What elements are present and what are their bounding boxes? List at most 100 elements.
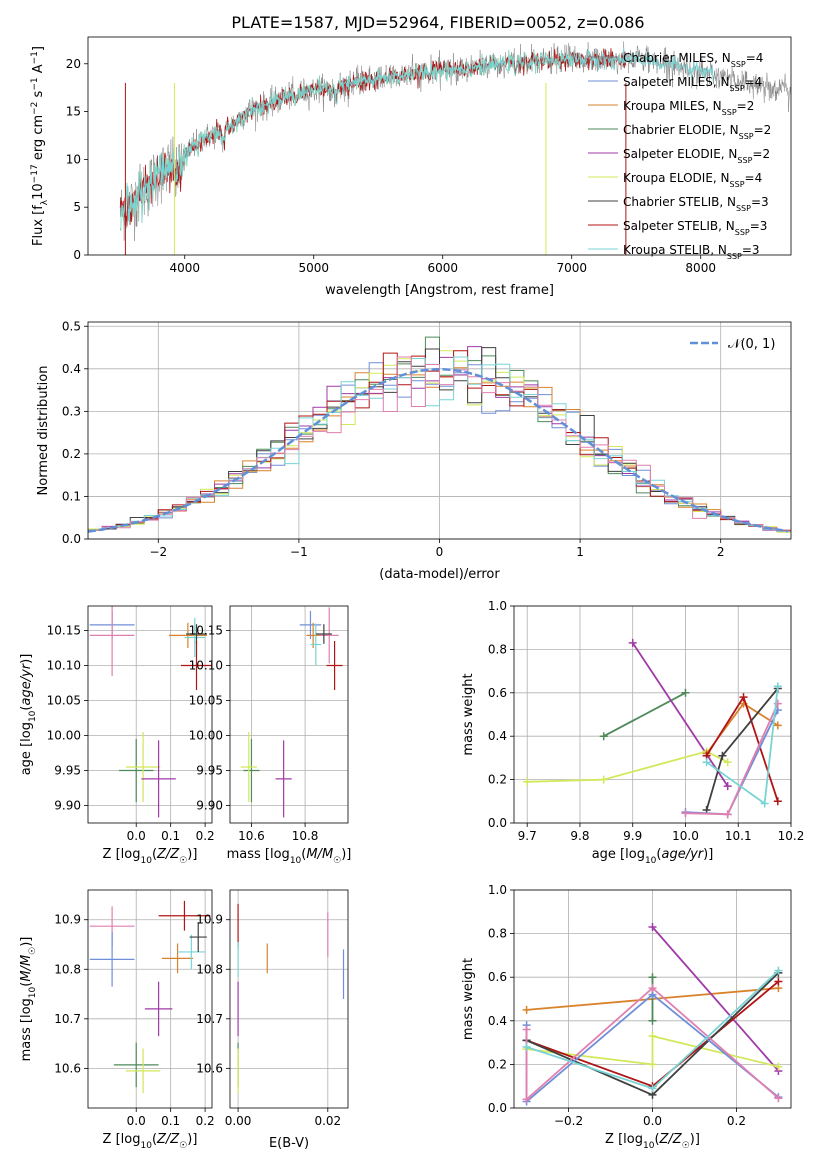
legend-label-sub: SSP [730,180,745,189]
weight-marker-chabrier_elodie [599,732,608,741]
legend-label-main: Kroupa MILES, N [623,99,722,113]
mass_vs_ebv-ytick-label: 10.7 [196,1012,223,1026]
age_vs_mass-xlabel: mass [log10(M/M☉)] [227,847,352,866]
weight_vs_age-ytick-label: 0.0 [488,816,507,830]
weight-marker-pink [522,1025,531,1034]
xlabel-part: ( [152,1132,157,1147]
mass_vs_Z-xtick-label: 0.2 [196,1114,215,1128]
xlabel-part: )] [341,847,351,862]
legend-label-sub: SSP [727,252,742,261]
ylabel-part: −2 [30,102,40,115]
weight-marker-kroupa_stelib [702,758,711,767]
xlabel-part: Z/Z [659,1132,683,1147]
spectrum-xlabel: wavelength [Angstrom, rest frame] [325,283,554,298]
weight-marker-kroupa_elodie [723,758,732,767]
weight_vs_age-ytick-label: 0.6 [488,686,507,700]
mass_vs_ebv-frame [229,889,349,1109]
age_vs_Z-ytick-label: 9.90 [54,799,81,813]
legend-label-sub: SSP [736,204,751,213]
age_vs_Z-frame [87,605,213,824]
weight-marker-pink [723,810,732,819]
mass_vs_Z-ylabel: mass [log10(M/M☉)] [19,937,38,1062]
spectrum-plot-area [119,41,791,255]
weight_vs_age-plot-area [523,638,782,819]
model-spectrum-salpeter_stelib [119,48,627,227]
age_vs_mass-axes: 10.6 10.8 9.90 9.95 10.00 10.05 10.10 10.15 mass… [189,605,352,866]
legend-label-main: Salpeter ELODIE, N [623,147,737,161]
age_vs_mass-plot-area [240,607,343,818]
weight_vs_age-xtick-label: 10.2 [778,829,805,843]
model-spectrum-kroupa_stelib [119,47,627,231]
residuals-xtick-label: −1 [290,545,308,559]
ylabel-part: s [31,90,46,101]
legend-label-main: Kroupa ELODIE, N [623,171,730,185]
ylabel-part: A [31,64,46,77]
weight-marker-kroupa_elodie [648,1060,657,1069]
mass_vs_Z-plot-area [89,900,211,1094]
residuals-xtick-label: 1 [576,545,584,559]
ylabel-part: 10 [28,710,38,722]
weight_vs_age-ylabel: mass weight [461,673,476,755]
legend-label: Salpeter MILES, NSSP=4 [623,75,762,93]
weight-marker-kroupa_stelib [522,1042,531,1051]
xlabel-part: 10 [290,856,302,866]
xlabel-part: mass [log [227,847,290,862]
weight-marker-kroupa_stelib [774,966,783,975]
mass-vs-ebv-xlabel: E(B-V) [269,1136,309,1151]
weight-marker-salpeter_elodie [723,782,732,791]
spectrum-frame [87,36,792,256]
weight-marker-salpeter_stelib [773,797,782,806]
mass_vs_Z-xtick-label: 0.1 [161,1114,180,1128]
weight_vs_Z-xtick-label: 0.0 [643,1114,662,1128]
ylabel-part: Flux [f [31,205,46,246]
weight_vs_age-frame [513,605,792,824]
legend-label: Chabrier ELODIE, NSSP=2 [623,123,771,141]
spectrum-ytick-label: 15 [66,105,81,119]
figure-title: PLATE=1587, MJD=52964, FIBERID=0052, z=0… [231,13,644,32]
legend-label-tail: =3 [742,243,760,257]
weight-marker-chabrier_stelib [718,751,727,760]
mass_vs_ebv-axes: 0.00 0.02 10.6 10.7 10.8 10.9 E(B-V) [196,889,349,1151]
xlabel-part: 10 [645,856,657,866]
mass_vs_Z-axes: 0.0 0.1 0.210.610.710.810.9Z [log10(Z/Z☉)]… [19,889,215,1151]
age_vs_Z-ytick-label: 10.10 [47,659,81,673]
ylabel-part: )] [19,937,34,947]
xlabel-part: )] [690,1132,700,1147]
legend-label-tail: =4 [745,171,763,185]
xlabel-part: 10 [643,1141,655,1151]
spectrum-ytick-label: 0 [73,248,81,262]
residuals-xlabel: (data-model)/error [379,567,500,582]
weight-marker-pink [648,984,657,993]
mass_vs_Z-ytick-label: 10.9 [54,913,81,927]
model-spectrum-tail [622,51,714,82]
ylabel-part: ( [19,982,34,987]
mass_vs_Z-frame [87,889,213,1109]
age_vs_Z-ytick-label: 10.00 [47,729,81,743]
weight-marker-pink [681,809,690,818]
ylabel-part: M/M [19,955,34,982]
residuals-plot-area [88,336,791,539]
weight_vs_Z-ylabel: mass weight [461,958,476,1040]
age_vs_Z-ylabel: age [log10(age/yr)] [19,654,38,776]
legend-label-sub: SSP [735,228,750,237]
weight-marker-salpeter_stelib [739,693,748,702]
residuals-ytick-label: 0.5 [62,319,81,333]
weight-marker-chabrier_elodie [648,973,657,982]
age_vs_Z-xlabel: Z [log10(Z/Z☉)] [103,847,198,866]
mass_vs_ebv-ytick-label: 10.9 [196,913,223,927]
weight_vs_Z-xtick-label: −0.2 [554,1114,583,1128]
spectrum-xtick-label: 5000 [298,261,329,275]
weight_vs_Z-ytick-label: 0.2 [488,1057,507,1071]
weight-marker-kroupa_elodie [774,1062,783,1071]
ylabel-part: mass [log [19,998,34,1061]
spectrum-ylabel: Flux [fλ10−17 erg cm−2 s−1 A−1] [30,46,50,246]
legend-label-tail: =2 [754,123,772,137]
xlabel-part: )] [187,1132,197,1147]
ylabel-part: )] [19,654,34,664]
weight_vs_age-xtick-label: 9.8 [570,829,589,843]
ylabel-part: −1 [30,77,40,90]
legend-label-sub: SSP [737,156,752,165]
mass_vs_ebv-plot-area [237,903,345,1094]
age_vs_Z-ytick-label: 10.05 [47,694,81,708]
weight_vs_age-ytick-label: 0.8 [488,642,507,656]
